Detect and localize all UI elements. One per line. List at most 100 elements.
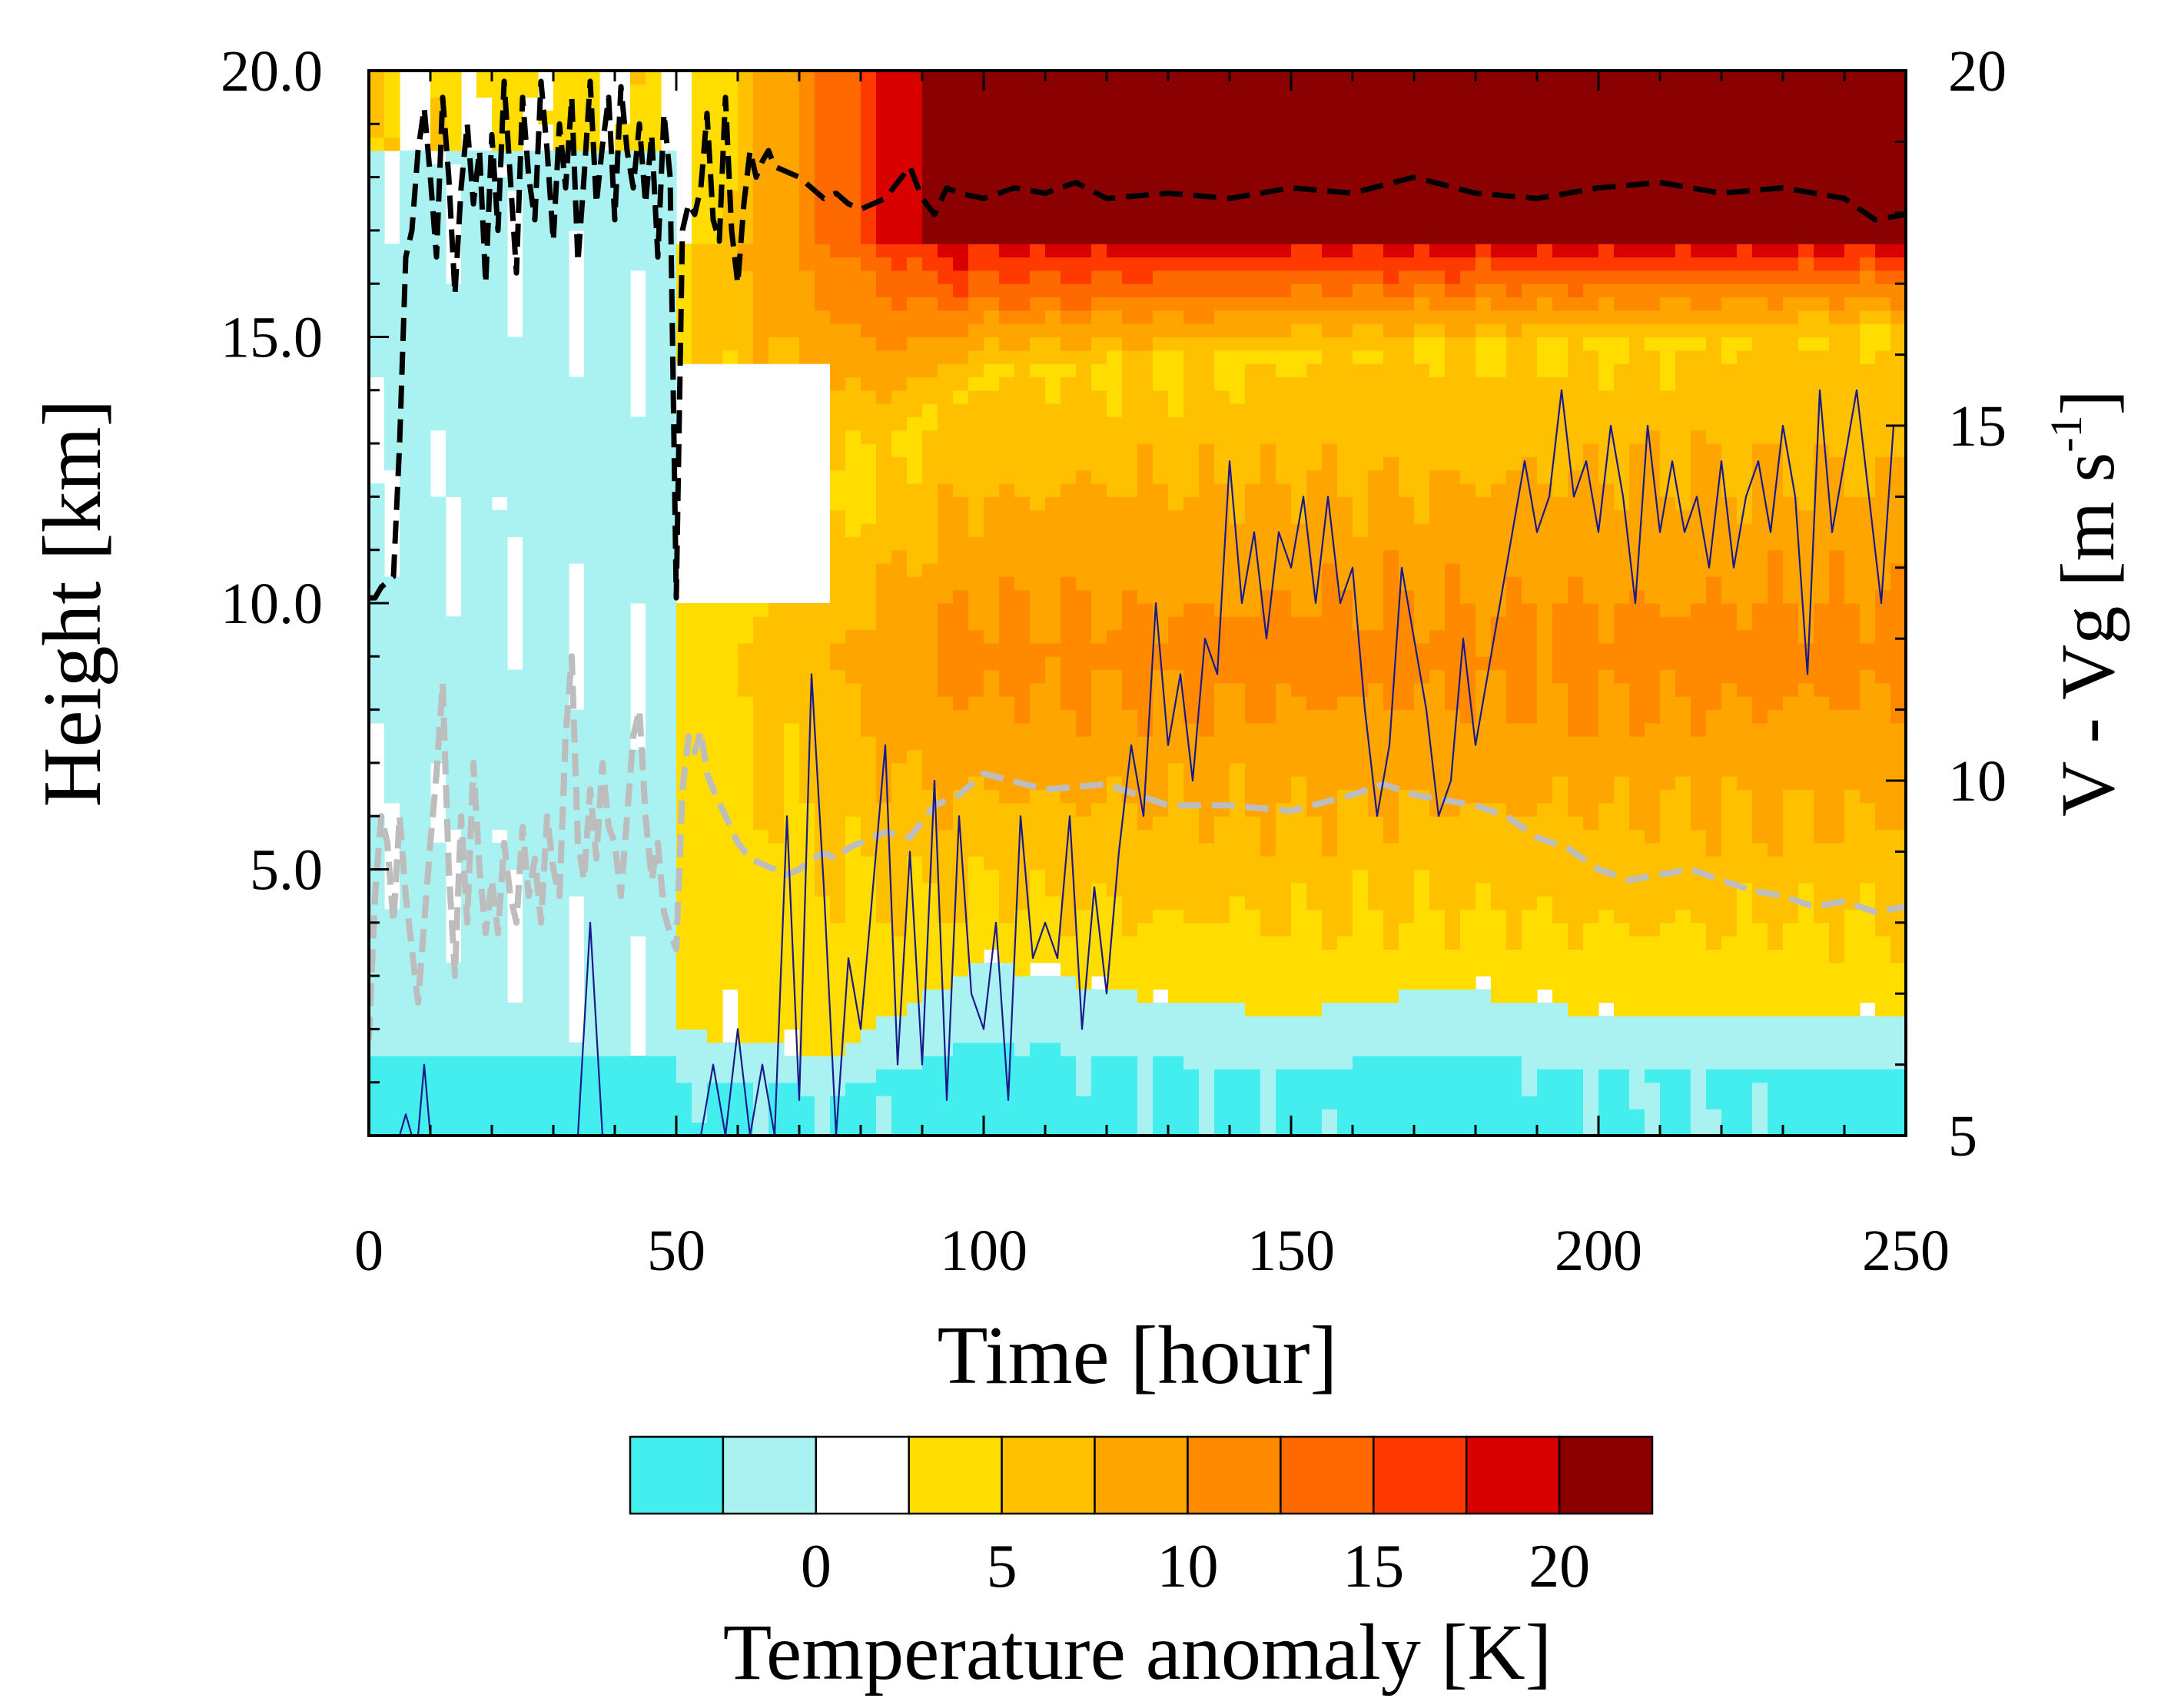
field-cell xyxy=(1337,1122,1353,1136)
field-cell xyxy=(953,1122,969,1136)
field-cell xyxy=(1168,856,1184,871)
field-cell xyxy=(661,1069,677,1083)
field-cell xyxy=(1399,1056,1415,1070)
field-cell xyxy=(692,882,708,897)
field-cell xyxy=(1276,563,1292,577)
field-cell xyxy=(1168,709,1184,724)
field-cell xyxy=(1122,989,1138,1003)
field-cell xyxy=(1230,230,1246,244)
field-cell xyxy=(584,204,600,218)
field-cell xyxy=(953,669,969,684)
field-cell xyxy=(1183,616,1200,631)
field-cell xyxy=(1291,270,1307,284)
field-cell xyxy=(799,1029,815,1043)
field-cell xyxy=(753,124,769,138)
field-cell xyxy=(1137,1002,1154,1017)
field-cell xyxy=(1245,709,1261,724)
field-cell xyxy=(815,962,831,977)
field-cell xyxy=(1107,244,1123,258)
field-cell xyxy=(1399,523,1415,537)
field-cell xyxy=(861,962,877,977)
field-cell xyxy=(599,629,616,644)
field-cell xyxy=(507,1029,523,1043)
field-cell xyxy=(661,949,677,963)
field-cell xyxy=(707,1002,723,1017)
field-cell xyxy=(1045,643,1061,657)
field-cell xyxy=(1030,270,1046,284)
field-cell xyxy=(768,909,785,924)
field-cell xyxy=(1199,151,1215,164)
field-cell xyxy=(599,1042,616,1056)
field-cell xyxy=(938,244,954,258)
field-cell xyxy=(599,949,616,963)
field-cell xyxy=(1306,111,1323,124)
field-cell xyxy=(384,1029,400,1043)
field-cell xyxy=(1014,483,1031,497)
field-cell xyxy=(845,97,861,111)
field-cell xyxy=(538,257,554,271)
field-cell xyxy=(753,643,769,657)
field-cell xyxy=(799,270,815,284)
field-cell xyxy=(1399,469,1415,484)
field-cell xyxy=(1137,882,1154,897)
field-cell xyxy=(430,536,446,551)
field-cell xyxy=(1168,363,1184,377)
field-cell xyxy=(891,137,908,151)
field-cell xyxy=(599,363,616,377)
field-cell xyxy=(938,669,954,684)
field-cell xyxy=(523,909,539,924)
field-cell xyxy=(768,683,785,697)
field-cell xyxy=(953,549,969,564)
field-cell xyxy=(845,496,861,511)
field-cell xyxy=(430,949,446,963)
field-cell xyxy=(938,137,954,151)
field-cell xyxy=(1122,137,1138,151)
field-cell xyxy=(738,71,754,85)
field-cell xyxy=(1168,177,1184,191)
field-cell xyxy=(722,696,739,711)
field-cell xyxy=(1014,390,1031,404)
field-cell xyxy=(984,896,1000,910)
field-cell xyxy=(1183,270,1200,284)
field-cell xyxy=(1214,989,1230,1003)
field-cell xyxy=(1245,629,1261,644)
field-cell xyxy=(1030,456,1046,471)
field-cell xyxy=(1383,936,1399,950)
field-cell xyxy=(1199,137,1215,151)
field-cell xyxy=(799,190,815,204)
field-cell xyxy=(738,177,754,191)
field-cell xyxy=(1153,523,1169,537)
field-cell xyxy=(384,363,400,377)
field-cell xyxy=(400,589,416,604)
field-cell xyxy=(1153,164,1169,178)
field-cell xyxy=(1168,71,1184,85)
field-cell xyxy=(891,629,908,644)
field-cell xyxy=(815,204,831,218)
field-cell xyxy=(922,376,938,391)
field-cell xyxy=(630,84,646,98)
field-cell xyxy=(553,217,569,231)
field-cell xyxy=(1260,270,1276,284)
field-cell xyxy=(1183,244,1200,258)
field-cell xyxy=(1061,789,1077,804)
field-cell xyxy=(1383,549,1399,564)
field-cell xyxy=(538,1042,554,1056)
field-cell xyxy=(753,829,769,844)
field-cell xyxy=(523,323,539,338)
field-cell xyxy=(768,629,785,644)
field-cell xyxy=(1045,469,1061,484)
field-cell xyxy=(569,456,585,471)
field-cell xyxy=(845,1109,861,1123)
field-cell xyxy=(830,1016,846,1030)
field-cell xyxy=(876,403,892,417)
field-cell xyxy=(1291,469,1307,484)
field-cell xyxy=(938,403,954,417)
field-cell xyxy=(523,976,539,990)
field-cell xyxy=(1214,310,1230,324)
field-cell xyxy=(1368,469,1384,484)
field-cell xyxy=(799,656,815,671)
field-cell xyxy=(1137,669,1154,684)
field-cell xyxy=(1183,1042,1200,1056)
field-cell xyxy=(523,1122,539,1136)
field-cell xyxy=(1306,709,1323,724)
